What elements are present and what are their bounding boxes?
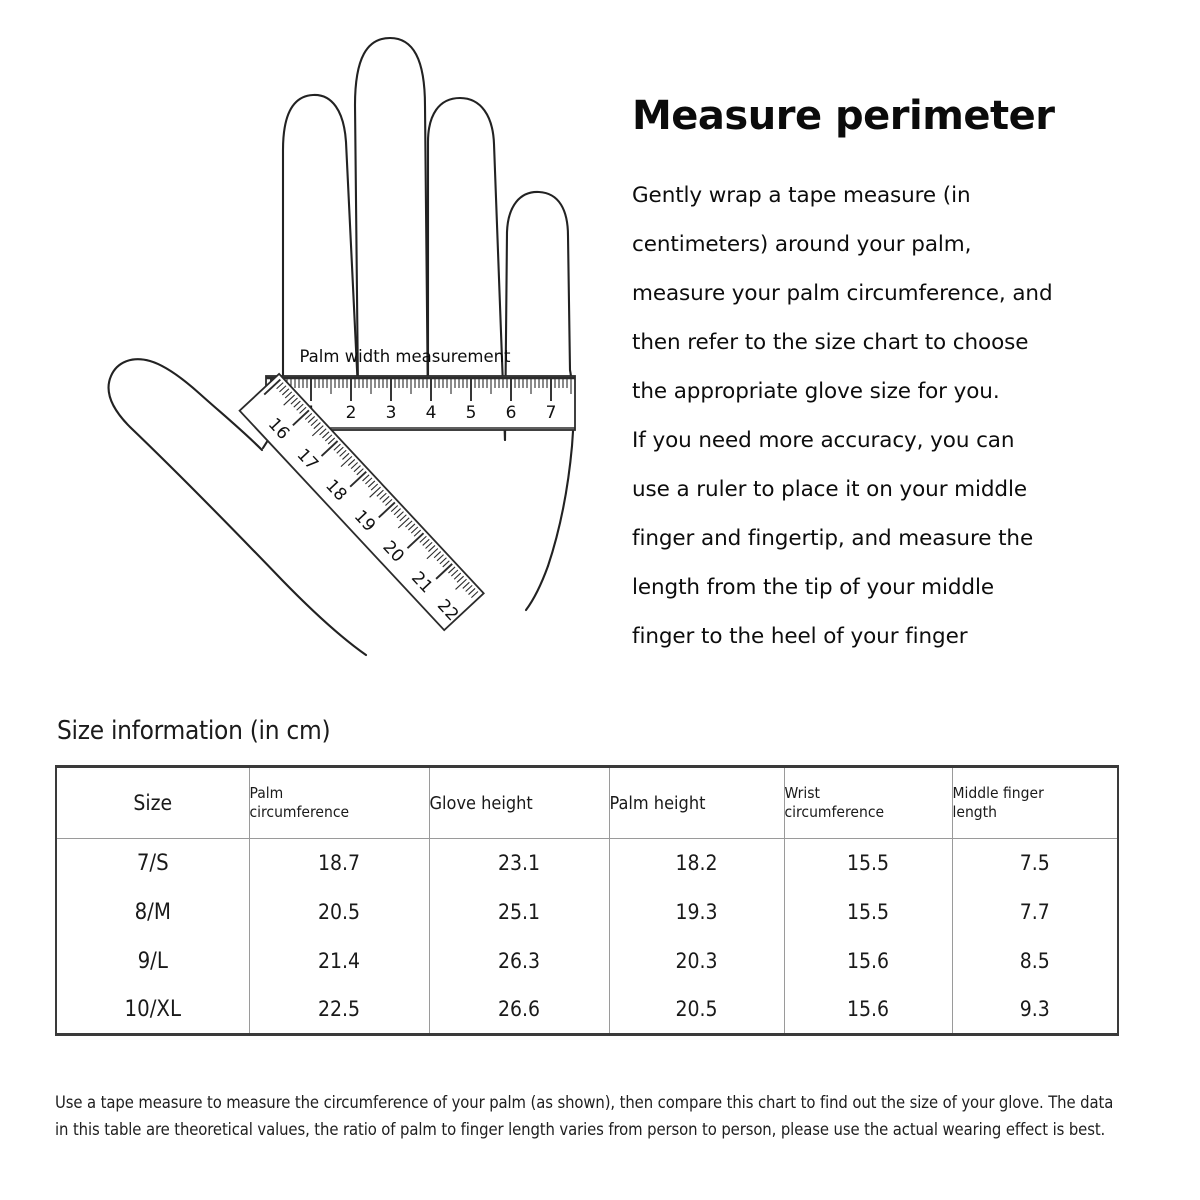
header-line-2: length (952, 803, 997, 821)
middle-finger-outline (353, 36, 430, 412)
instructions-panel: Measure perimeter Gently wrap a tape mea… (630, 95, 1130, 661)
column-header-middle-finger-length: Middle finger length (952, 766, 1118, 839)
cell-wrist-circumference: 15.5 (784, 887, 953, 937)
tape-label-6: 6 (506, 403, 517, 423)
column-header-wrist-circumference: Wrist circumference (784, 766, 953, 839)
instruction-line: centimeters) around your palm, (632, 232, 972, 257)
cell-middle-finger-length: 7.5 (1019, 851, 1050, 876)
instruction-line: finger to the heel of your finger (632, 624, 968, 649)
cell-wrist-circumference: 15.6 (784, 985, 953, 1035)
header-line-2: circumference (784, 803, 885, 821)
instruction-line: If you need more accuracy, you can (632, 428, 1015, 453)
thumb-outline (107, 358, 368, 657)
instruction-line: length from the tip of your middle (632, 575, 994, 600)
instruction-line: finger and fingertip, and measure the (632, 526, 1034, 551)
column-header-size: Size (56, 766, 250, 839)
column-header-palm-height: Palm height (609, 766, 785, 839)
table-row: 8/M 20.5 25.1 19.3 15.5 7.7 (56, 887, 1118, 937)
tape-label-3: 3 (386, 403, 397, 423)
cell-palm-height: 19.3 (609, 887, 785, 937)
ring-finger-outline (426, 96, 507, 442)
footnote-line: data in this table are theoretical value… (55, 1093, 1114, 1139)
cell-size: 10/XL (56, 985, 250, 1035)
cell-glove-height: 26.3 (429, 936, 610, 986)
size-information-heading: Size information (in cm) (57, 716, 331, 746)
tape-label-7: 7 (546, 403, 557, 423)
size-chart-table: Size Palm circumference Glove height Pal… (55, 765, 1119, 1036)
table-row: 10/XL 22.5 26.6 20.5 15.6 9.3 (56, 985, 1118, 1035)
instruction-line: Gently wrap a tape measure (in (632, 183, 971, 208)
table-row: 7/S 18.7 23.1 18.2 15.5 7.5 (56, 838, 1118, 888)
footnote-line: Use a tape measure to measure the circum… (55, 1093, 1076, 1112)
tape-label-5: 5 (466, 403, 477, 423)
cell-middle-finger-length: 9.3 (1019, 997, 1050, 1022)
cell-palm-height: 20.5 (609, 985, 785, 1035)
table-row: 9/L 21.4 26.3 20.3 15.6 8.5 (56, 936, 1118, 986)
instruction-line: the appropriate glove size for you. (632, 379, 1000, 404)
cell-palm-circumference: 21.4 (249, 936, 430, 986)
tape-label-2: 2 (346, 403, 357, 423)
instruction-line: measure your palm circumference, and (632, 281, 1053, 306)
cell-palm-circumference: 18.7 (249, 838, 430, 888)
column-header-glove-height: Glove height (429, 766, 610, 839)
cell-middle-finger-length: 8.5 (1019, 949, 1050, 973)
hand-measuring-diagram: 1 2 3 4 5 6 7 16 17 18 (70, 10, 610, 700)
instruction-line: then refer to the size chart to choose (632, 330, 1029, 355)
cell-glove-height: 26.6 (429, 985, 610, 1035)
instruction-line: use a ruler to place it on your middle (632, 477, 1027, 502)
cell-wrist-circumference: 15.5 (784, 838, 953, 888)
header-line-1: Wrist (784, 784, 820, 802)
instructions-text: Gently wrap a tape measure (in centimete… (632, 171, 1130, 661)
header-line-1: Middle finger (952, 784, 1044, 802)
page-title: Measure perimeter (632, 93, 1055, 139)
diagonal-tape-measure: 16 17 18 19 20 21 22 (238, 372, 485, 632)
footnote-text: Use a tape measure to measure the circum… (55, 1089, 1120, 1143)
cell-size: 8/M (56, 887, 250, 937)
column-header-palm-circumference: Palm circumference (249, 766, 430, 839)
cell-size: 9/L (56, 936, 250, 986)
wrist-right-edge (524, 564, 550, 612)
cell-size: 7/S (56, 838, 250, 888)
palm-width-caption: Palm width measurement (299, 347, 511, 366)
cell-wrist-circumference: 15.6 (784, 936, 953, 986)
cell-glove-height: 23.1 (429, 838, 610, 888)
header-line-1: Palm (249, 784, 284, 802)
cell-glove-height: 25.1 (429, 887, 610, 937)
cell-palm-circumference: 22.5 (249, 985, 430, 1035)
index-finger-outline (281, 93, 360, 424)
cell-palm-height: 20.3 (609, 936, 785, 986)
cell-palm-height: 18.2 (609, 838, 785, 888)
cell-middle-finger-length: 7.7 (1019, 900, 1050, 924)
header-line-2: circumference (249, 803, 350, 821)
table-header-row: Size Palm circumference Glove height Pal… (56, 766, 1118, 839)
little-finger-and-palm-right-outline (503, 190, 575, 568)
cell-palm-circumference: 20.5 (249, 887, 430, 937)
tape-label-4: 4 (426, 403, 437, 423)
footnote-line: effect is best. (1005, 1120, 1106, 1139)
